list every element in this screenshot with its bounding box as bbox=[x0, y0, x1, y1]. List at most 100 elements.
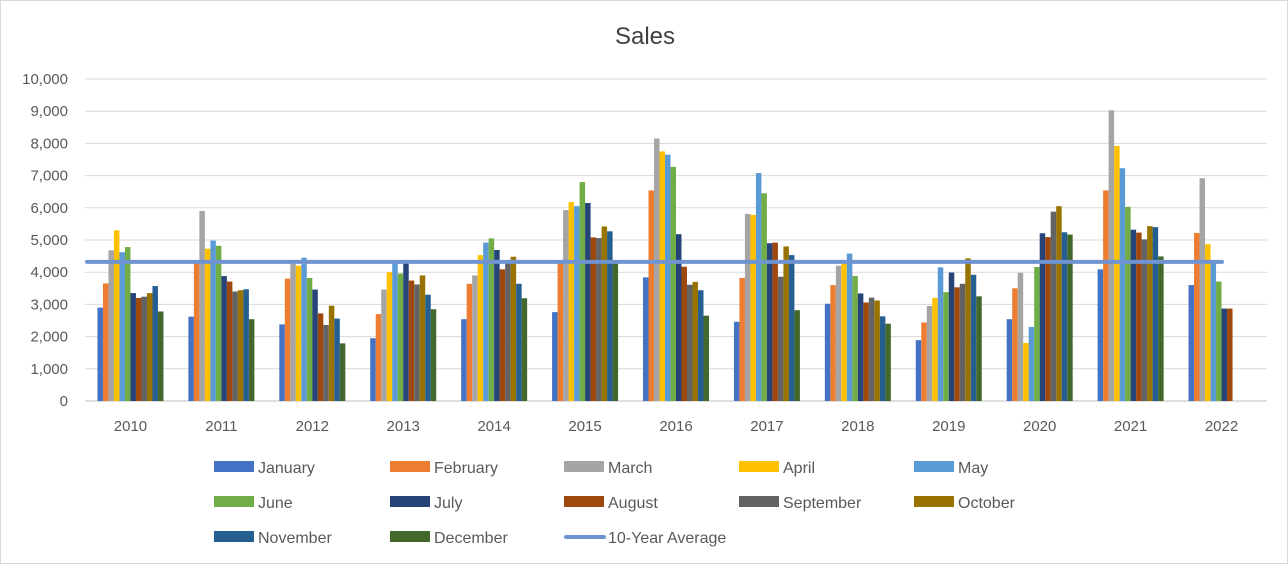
bar-august-2010 bbox=[135, 297, 142, 401]
bar-july-2011 bbox=[221, 276, 227, 401]
bar-july-2018 bbox=[857, 293, 864, 401]
bar-april-2014 bbox=[477, 255, 484, 401]
bar-august-2011 bbox=[226, 281, 233, 401]
bar-february-2010 bbox=[102, 283, 109, 401]
y-tick-label: 9,000 bbox=[30, 103, 68, 120]
bar-march-2021 bbox=[1108, 110, 1115, 401]
bar-october-2010 bbox=[146, 293, 153, 401]
bar-april-2015 bbox=[568, 202, 575, 401]
legend-swatch bbox=[390, 531, 430, 542]
bar-october-2013 bbox=[419, 275, 426, 401]
bar-march-2022 bbox=[1199, 178, 1206, 401]
bar-december-2020 bbox=[1067, 234, 1073, 401]
bar-june-2018 bbox=[852, 276, 858, 401]
x-tick-label: 2011 bbox=[205, 418, 237, 435]
bar-february-2015 bbox=[557, 260, 564, 401]
y-tick-label: 8,000 bbox=[30, 135, 68, 152]
bar-june-2020 bbox=[1034, 267, 1040, 401]
bar-december-2013 bbox=[430, 309, 437, 401]
bar-april-2016 bbox=[659, 151, 665, 401]
bar-november-2015 bbox=[607, 231, 613, 401]
bar-december-2012 bbox=[339, 343, 346, 401]
bar-may-2021 bbox=[1119, 168, 1126, 401]
bar-april-2021 bbox=[1114, 145, 1120, 401]
x-tick-label: 2021 bbox=[1114, 418, 1147, 435]
y-tick-label: 10,000 bbox=[22, 71, 68, 88]
bar-february-2020 bbox=[1012, 288, 1018, 401]
bar-october-2012 bbox=[328, 305, 335, 401]
y-axis-ticks: 0 1,000 2,000 3,000 4,000 5,000 6,000 7,000 8,00… bbox=[22, 71, 68, 410]
legend-label: April bbox=[783, 460, 815, 477]
bar-june-2012 bbox=[306, 278, 313, 401]
bar-september-2015 bbox=[596, 238, 602, 401]
bar-july-2012 bbox=[312, 289, 318, 401]
bar-may-2010 bbox=[119, 252, 125, 401]
bar-april-2020 bbox=[1023, 343, 1029, 401]
bar-december-2017 bbox=[794, 310, 800, 401]
bar-august-2022 bbox=[1227, 308, 1233, 401]
bar-november-2013 bbox=[425, 294, 431, 401]
bar-september-2021 bbox=[1141, 239, 1148, 401]
bar-february-2019 bbox=[921, 322, 927, 401]
bar-may-2014 bbox=[483, 242, 489, 401]
bar-may-2018 bbox=[846, 253, 853, 401]
bar-june-2016 bbox=[670, 166, 676, 401]
y-tick-label: 0 bbox=[60, 393, 68, 410]
bar-may-2020 bbox=[1028, 326, 1035, 401]
bar-january-2019 bbox=[915, 340, 922, 401]
bar-november-2011 bbox=[243, 289, 249, 401]
bar-june-2014 bbox=[488, 238, 495, 401]
bar-august-2015 bbox=[590, 237, 597, 401]
bar-april-2017 bbox=[750, 214, 756, 401]
bar-july-2010 bbox=[130, 293, 136, 401]
bar-january-2011 bbox=[188, 316, 194, 401]
bar-january-2010 bbox=[97, 307, 103, 401]
bar-august-2018 bbox=[863, 302, 869, 401]
bar-october-2015 bbox=[601, 226, 608, 401]
bar-august-2013 bbox=[408, 280, 415, 401]
bar-december-2015 bbox=[612, 261, 619, 401]
bar-october-2021 bbox=[1147, 226, 1153, 401]
x-tick-label: 2013 bbox=[387, 418, 420, 435]
bar-march-2020 bbox=[1017, 272, 1024, 401]
bar-may-2013 bbox=[392, 261, 398, 401]
bar-april-2018 bbox=[841, 262, 847, 401]
bar-june-2013 bbox=[397, 273, 404, 401]
bar-june-2019 bbox=[943, 292, 949, 401]
bar-july-2019 bbox=[948, 272, 955, 401]
bar-september-2010 bbox=[141, 296, 147, 401]
bar-march-2011 bbox=[199, 211, 205, 401]
bar-june-2021 bbox=[1125, 206, 1131, 401]
legend-label: January bbox=[258, 460, 315, 477]
bar-july-2017 bbox=[766, 243, 773, 401]
x-tick-label: 2019 bbox=[932, 418, 965, 435]
bar-november-2021 bbox=[1152, 227, 1159, 401]
bar-september-2016 bbox=[687, 284, 693, 401]
bar-march-2018 bbox=[835, 265, 842, 401]
legend-swatch bbox=[739, 461, 779, 472]
x-tick-label: 2020 bbox=[1023, 418, 1056, 435]
bar-july-2015 bbox=[585, 202, 591, 401]
bar-july-2020 bbox=[1039, 233, 1046, 401]
bars bbox=[97, 110, 1233, 401]
x-tick-label: 2022 bbox=[1205, 418, 1238, 435]
bar-may-2011 bbox=[210, 240, 216, 401]
bar-february-2012 bbox=[284, 278, 291, 401]
bar-january-2022 bbox=[1188, 285, 1195, 401]
y-tick-label: 5,000 bbox=[30, 232, 68, 249]
bar-july-2016 bbox=[676, 234, 682, 401]
bar-february-2014 bbox=[466, 283, 473, 401]
bar-october-2017 bbox=[783, 246, 789, 401]
y-tick-label: 2,000 bbox=[30, 329, 68, 346]
legend-swatch bbox=[390, 496, 430, 507]
bar-january-2013 bbox=[370, 338, 376, 401]
bar-may-2012 bbox=[301, 257, 307, 401]
legend-swatch bbox=[564, 496, 604, 507]
bar-november-2019 bbox=[970, 274, 977, 401]
bar-october-2019 bbox=[965, 258, 971, 401]
bar-march-2013 bbox=[381, 289, 387, 401]
bar-october-2011 bbox=[237, 290, 244, 401]
legend-label: November bbox=[258, 530, 332, 547]
y-tick-label: 3,000 bbox=[30, 296, 68, 313]
bar-september-2013 bbox=[414, 284, 420, 401]
